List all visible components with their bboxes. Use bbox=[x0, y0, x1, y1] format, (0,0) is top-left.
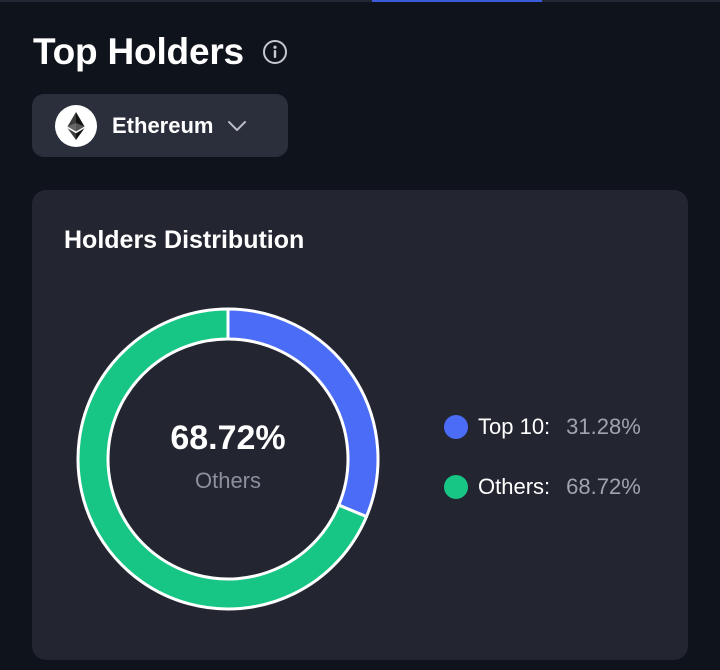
active-tab-indicator bbox=[372, 0, 542, 2]
legend-value-top10: 31.28% bbox=[566, 414, 641, 439]
legend-dot-top10 bbox=[444, 415, 468, 439]
chevron-down-icon bbox=[228, 120, 247, 131]
donut-segment-others[interactable] bbox=[76, 307, 368, 611]
info-circle-icon[interactable] bbox=[262, 39, 288, 65]
legend-value-others: 68.72% bbox=[566, 474, 641, 499]
page-header: Top Holders bbox=[33, 28, 288, 76]
legend-label-top10: Top 10: bbox=[478, 414, 551, 439]
legend-item-others: Others: 68.72% bbox=[444, 472, 641, 502]
donut-chart bbox=[76, 307, 380, 611]
card-title: Holders Distribution bbox=[64, 226, 305, 254]
legend-item-top10: Top 10: 31.28% bbox=[444, 412, 641, 442]
ethereum-logo-icon bbox=[55, 104, 97, 147]
holders-distribution-card: Holders Distribution 68.72% Others Top 1… bbox=[32, 190, 688, 660]
chain-select-dropdown[interactable]: Ethereum bbox=[32, 94, 288, 157]
page-title: Top Holders bbox=[33, 31, 244, 72]
chart-legend: Top 10: 31.28% Others: 68.72% bbox=[444, 412, 641, 532]
legend-dot-others bbox=[444, 475, 468, 499]
legend-label-others: Others: bbox=[478, 474, 551, 499]
top-divider bbox=[0, 0, 720, 2]
donut-segment-top10[interactable] bbox=[226, 307, 380, 519]
chain-select-label: Ethereum bbox=[112, 112, 214, 138]
